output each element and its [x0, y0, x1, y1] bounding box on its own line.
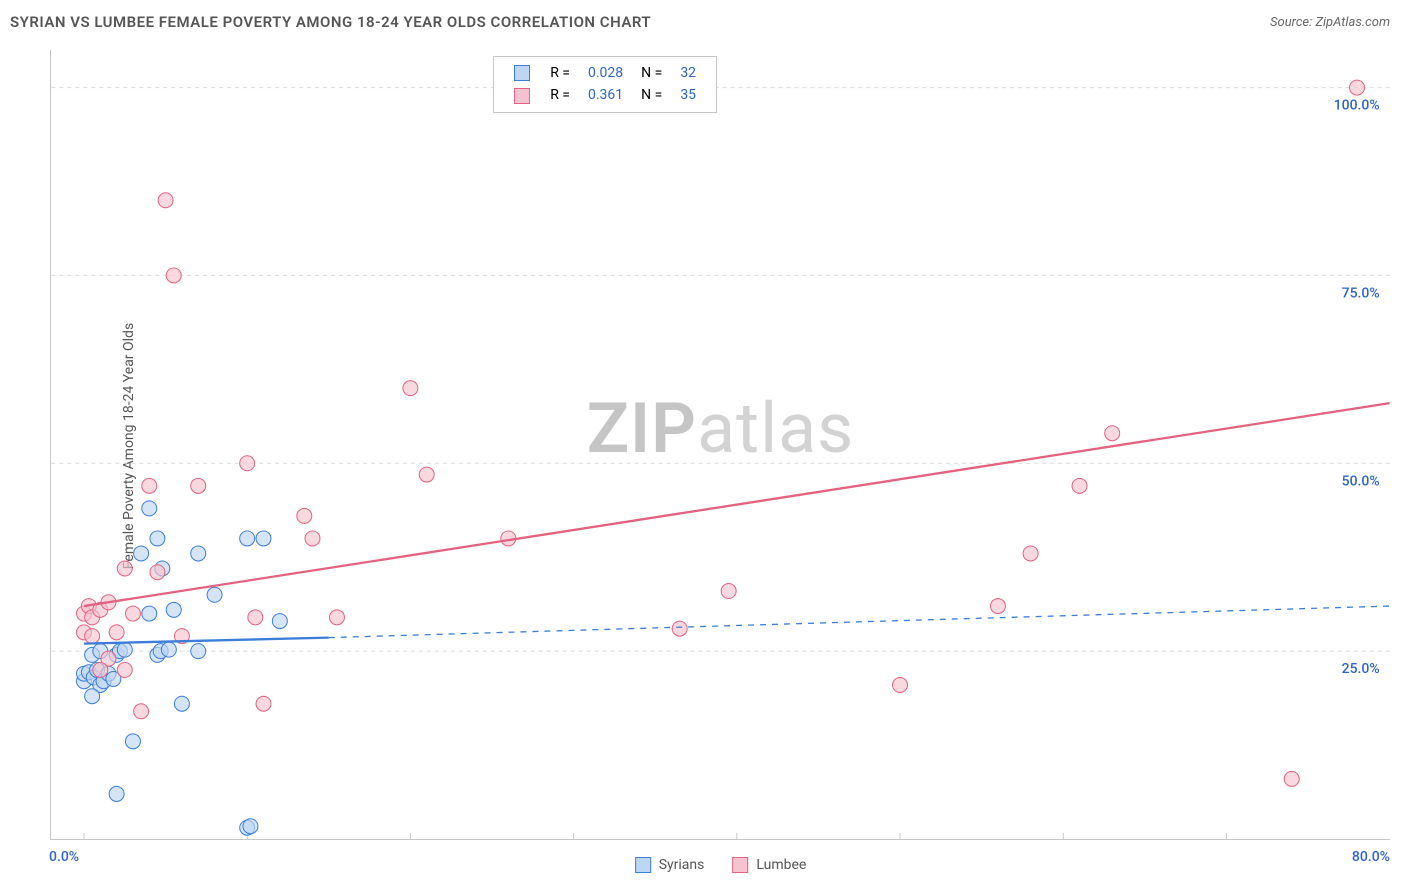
data-point-lumbee — [419, 467, 434, 482]
data-point-syrians — [150, 531, 165, 546]
legend-item-lumbee: Lumbee — [732, 857, 806, 873]
legend-n-label: N = — [633, 63, 670, 83]
legend-n-label: N = — [633, 85, 670, 105]
y-tick-label: 50.0% — [1342, 473, 1380, 489]
header: SYRIAN VS LUMBEE FEMALE POVERTY AMONG 18… — [0, 0, 1406, 40]
plot-area: 25.0%50.0%75.0%100.0% ZIPatlas R = 0.028… — [50, 50, 1390, 840]
data-point-syrians — [191, 644, 206, 659]
chart-title: SYRIAN VS LUMBEE FEMALE POVERTY AMONG 18… — [10, 13, 651, 31]
data-point-syrians — [207, 587, 222, 602]
correlation-legend: R = 0.028 N = 32 R = 0.361 N = 35 — [493, 56, 717, 113]
legend-swatch-lumbee — [732, 857, 748, 873]
data-point-lumbee — [142, 478, 157, 493]
data-point-lumbee — [672, 621, 687, 636]
legend-swatch-lumbee — [514, 88, 530, 104]
data-point-syrians — [117, 642, 132, 657]
legend-r-value-syrians: 0.028 — [580, 63, 631, 83]
source-prefix: Source: — [1270, 15, 1315, 30]
data-point-lumbee — [93, 662, 108, 677]
trendline-syrians-extrap — [329, 606, 1390, 638]
data-point-lumbee — [721, 584, 736, 599]
data-point-lumbee — [990, 599, 1005, 614]
data-point-lumbee — [297, 508, 312, 523]
x-max-label: 80.0% — [1352, 849, 1390, 865]
x-min-label: 0.0% — [49, 849, 79, 865]
legend-label-lumbee: Lumbee — [756, 857, 806, 873]
data-point-syrians — [134, 546, 149, 561]
legend-r-value-lumbee: 0.361 — [580, 85, 631, 105]
data-point-lumbee — [248, 610, 263, 625]
chart-svg: 25.0% 50.0% 75.0% 100.0% — [51, 50, 1390, 839]
y-tick-label: 100.0% — [1334, 98, 1380, 114]
data-point-lumbee — [150, 565, 165, 580]
data-point-lumbee — [85, 629, 100, 644]
data-point-syrians — [256, 531, 271, 546]
legend-n-value-syrians: 32 — [672, 63, 704, 83]
data-point-lumbee — [158, 193, 173, 208]
legend-label-syrians: Syrians — [659, 857, 705, 873]
data-point-lumbee — [166, 268, 181, 283]
y-tick-label: 75.0% — [1342, 285, 1380, 301]
legend-swatch-syrians — [635, 857, 651, 873]
data-point-syrians — [142, 606, 157, 621]
data-point-syrians — [85, 689, 100, 704]
data-point-lumbee — [117, 662, 132, 677]
legend-swatch-syrians — [514, 65, 530, 81]
data-point-lumbee — [1023, 546, 1038, 561]
data-point-lumbee — [191, 478, 206, 493]
legend-n-value-lumbee: 35 — [672, 85, 704, 105]
data-point-lumbee — [1072, 478, 1087, 493]
data-point-syrians — [166, 602, 181, 617]
data-point-syrians — [161, 642, 176, 657]
data-point-lumbee — [125, 606, 140, 621]
data-point-syrians — [125, 734, 140, 749]
data-point-syrians — [191, 546, 206, 561]
y-tick-label: 25.0% — [1342, 661, 1380, 677]
data-point-lumbee — [134, 704, 149, 719]
legend-item-syrians: Syrians — [635, 857, 705, 873]
source-credit: Source: ZipAtlas.com — [1270, 15, 1390, 30]
data-point-syrians — [243, 819, 258, 834]
legend-r-label: R = — [542, 63, 578, 83]
data-point-lumbee — [240, 456, 255, 471]
data-point-lumbee — [893, 677, 908, 692]
data-point-lumbee — [117, 561, 132, 576]
data-point-syrians — [109, 786, 124, 801]
data-point-lumbee — [329, 610, 344, 625]
data-point-syrians — [174, 696, 189, 711]
data-point-syrians — [272, 614, 287, 629]
data-point-lumbee — [256, 696, 271, 711]
legend-r-label: R = — [542, 85, 578, 105]
data-point-syrians — [142, 501, 157, 516]
data-point-lumbee — [403, 381, 418, 396]
series-legend: Syrians Lumbee — [635, 857, 807, 873]
data-point-lumbee — [1350, 80, 1365, 95]
data-point-lumbee — [305, 531, 320, 546]
data-point-lumbee — [1284, 771, 1299, 786]
trendline-lumbee — [84, 403, 1390, 606]
source-name: ZipAtlas.com — [1315, 15, 1390, 30]
data-point-lumbee — [109, 625, 124, 640]
data-point-lumbee — [1105, 426, 1120, 441]
data-point-syrians — [240, 531, 255, 546]
